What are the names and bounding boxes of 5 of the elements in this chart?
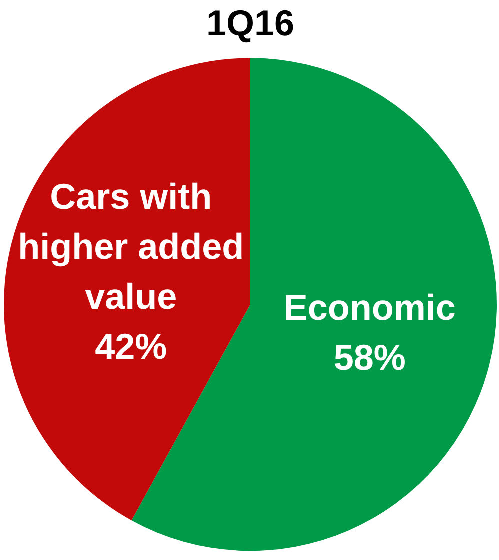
data-label: 58%: [334, 337, 406, 378]
slice-label: Cars with higher added value: [18, 176, 244, 317]
chart-title: 1Q16: [206, 2, 295, 44]
data-label: 42%: [95, 326, 168, 367]
slice-label: Economic: [284, 287, 456, 328]
